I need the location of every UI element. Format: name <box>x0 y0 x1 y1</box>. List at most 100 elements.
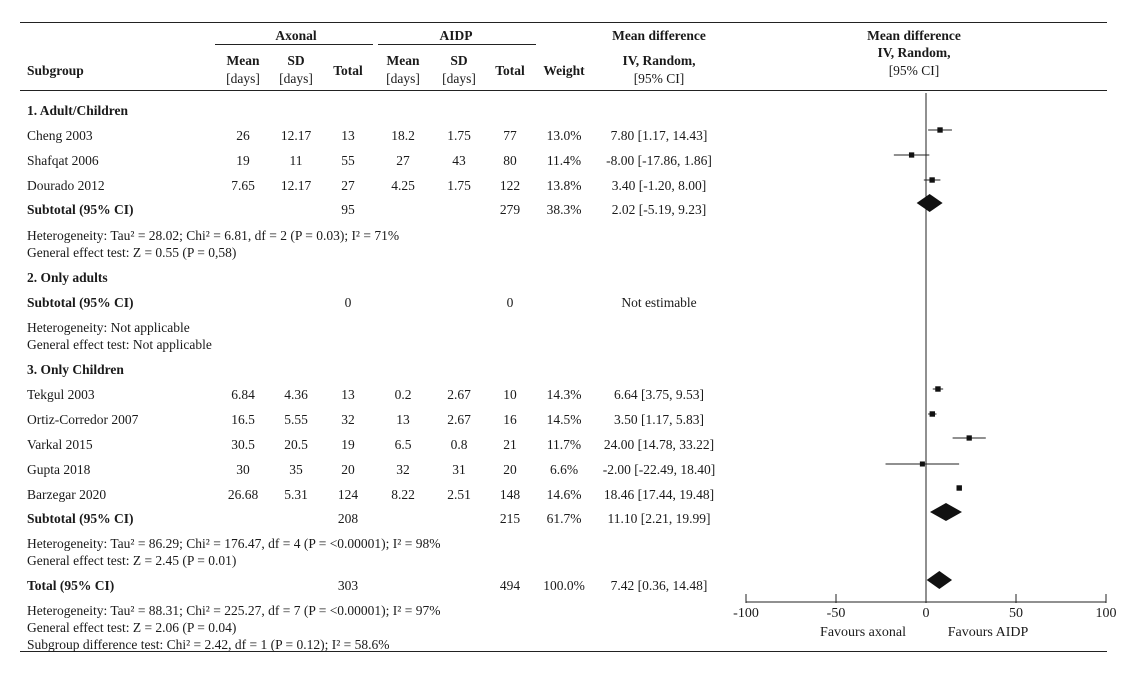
header-plot-l2: IV, Random, <box>877 45 951 60</box>
cell-ci: 7.42 [0.36, 14.48] <box>610 578 708 593</box>
cell-w: 13.8% <box>546 178 582 193</box>
cell-n1: 95 <box>341 202 355 217</box>
cell-n1: 124 <box>337 487 359 502</box>
cell-n2: 80 <box>503 153 517 168</box>
axonal-underline <box>215 44 373 45</box>
row-label: General effect test: Z = 0.55 (P = 0,58) <box>27 245 237 260</box>
cell-m2: 6.5 <box>394 437 412 452</box>
row-label: 3. Only Children <box>27 362 124 377</box>
point-estimate-square <box>908 152 915 158</box>
cell-w: 100.0% <box>543 578 585 593</box>
row-label: Total (95% CI) <box>27 578 115 593</box>
cell-n2: 16 <box>503 412 517 427</box>
row-label: Gupta 2018 <box>27 462 91 477</box>
header-md-l1: Mean difference <box>612 28 706 43</box>
cell-w: 61.7% <box>546 511 582 526</box>
cell-n1: 32 <box>341 412 355 427</box>
cell-ci: 18.46 [17.44, 19.48] <box>603 487 715 502</box>
row-label: Subtotal (95% CI) <box>27 202 134 217</box>
cell-n1: 55 <box>341 153 355 168</box>
cell-m1: 7.65 <box>231 178 255 193</box>
row-label: Shafqat 2006 <box>27 153 99 168</box>
cell-n1: 20 <box>341 462 355 477</box>
header-sd2-l2: [days] <box>442 71 476 86</box>
aidp-underline <box>378 44 536 45</box>
row-label: Subgroup difference test: Chi² = 2.42, d… <box>27 637 390 652</box>
row-label: Subtotal (95% CI) <box>27 295 134 310</box>
cell-n2: 77 <box>503 128 517 143</box>
cell-sd2: 2.67 <box>447 412 471 427</box>
cell-ci: 3.50 [1.17, 5.83] <box>614 412 704 427</box>
point-estimate-square <box>919 461 925 467</box>
cell-n2: 215 <box>499 511 521 526</box>
cell-sd1: 35 <box>289 462 303 477</box>
cell-ci: 2.02 [-5.19, 9.23] <box>611 202 707 217</box>
top-rule <box>20 22 1107 23</box>
x-tick-label: -50 <box>826 606 846 621</box>
row-label: Cheng 2003 <box>27 128 93 143</box>
cell-ci: 6.64 [3.75, 9.53] <box>614 387 704 402</box>
header-plot-l3: [95% CI] <box>888 63 940 78</box>
cell-m2: 13 <box>396 412 410 427</box>
cell-sd1: 5.55 <box>284 412 308 427</box>
cell-w: 11.4% <box>546 153 582 168</box>
row-label: 2. Only adults <box>27 270 108 285</box>
x-tick-label: -100 <box>733 606 759 621</box>
cell-sd2: 31 <box>452 462 466 477</box>
pooled-diamond <box>929 503 962 521</box>
cell-ci: -8.00 [-17.86, 1.86] <box>606 153 712 168</box>
row-label: Heterogeneity: Tau² = 28.02; Chi² = 6.81… <box>27 228 400 243</box>
point-estimate-square <box>929 177 935 183</box>
header-plot-l1: Mean difference <box>867 28 961 43</box>
cell-w: 13.0% <box>546 128 582 143</box>
x-tick-label: 50 <box>1009 606 1023 621</box>
cell-n1: 0 <box>344 295 352 310</box>
forest-plot-marks <box>745 93 1107 603</box>
cell-n1: 208 <box>337 511 359 526</box>
pooled-diamond <box>916 194 943 212</box>
header-md-l3: [95% CI] <box>633 71 685 86</box>
x-tick-label: 0 <box>922 606 930 621</box>
header-aidp: AIDP <box>439 28 473 43</box>
cell-n1: 19 <box>341 437 355 452</box>
cell-m2: 18.2 <box>391 128 415 143</box>
cell-m1: 26 <box>236 128 250 143</box>
cell-sd2: 2.67 <box>447 387 471 402</box>
cell-w: 14.3% <box>546 387 582 402</box>
point-estimate-square <box>937 127 943 133</box>
row-label: Subtotal (95% CI) <box>27 511 134 526</box>
header-mean2-l1: Mean <box>386 53 420 68</box>
cell-sd1: 12.17 <box>280 178 312 193</box>
row-label: Dourado 2012 <box>27 178 105 193</box>
cell-n1: 303 <box>337 578 359 593</box>
header-sd2-l1: SD <box>450 53 468 68</box>
header-rule <box>20 90 1107 91</box>
cell-n2: 494 <box>499 578 521 593</box>
cell-w: 6.6% <box>549 462 579 477</box>
cell-m1: 30.5 <box>231 437 255 452</box>
cell-ci: 24.00 [14.78, 33.22] <box>603 437 715 452</box>
cell-n2: 122 <box>499 178 521 193</box>
header-total1: Total <box>333 63 363 78</box>
cell-n2: 279 <box>499 202 521 217</box>
cell-w: 14.6% <box>546 487 582 502</box>
cell-m1: 26.68 <box>227 487 259 502</box>
pooled-diamond <box>926 571 953 589</box>
cell-w: 14.5% <box>546 412 582 427</box>
cell-sd1: 12.17 <box>280 128 312 143</box>
cell-sd2: 1.75 <box>447 128 471 143</box>
point-estimate-square <box>956 485 962 491</box>
cell-sd2: 2.51 <box>447 487 471 502</box>
cell-m2: 0.2 <box>394 387 412 402</box>
cell-w: 38.3% <box>546 202 582 217</box>
cell-n2: 21 <box>503 437 517 452</box>
row-label: Varkal 2015 <box>27 437 93 452</box>
cell-ci: 3.40 [-1.20, 8.00] <box>611 178 707 193</box>
cell-sd1: 11 <box>289 153 303 168</box>
cell-n2: 148 <box>499 487 521 502</box>
row-label: Heterogeneity: Tau² = 86.29; Chi² = 176.… <box>27 536 441 551</box>
header-mean2-l2: [days] <box>386 71 420 86</box>
header-mean1-l2: [days] <box>226 71 260 86</box>
favours-axonal-label: Favours axonal <box>820 625 906 640</box>
